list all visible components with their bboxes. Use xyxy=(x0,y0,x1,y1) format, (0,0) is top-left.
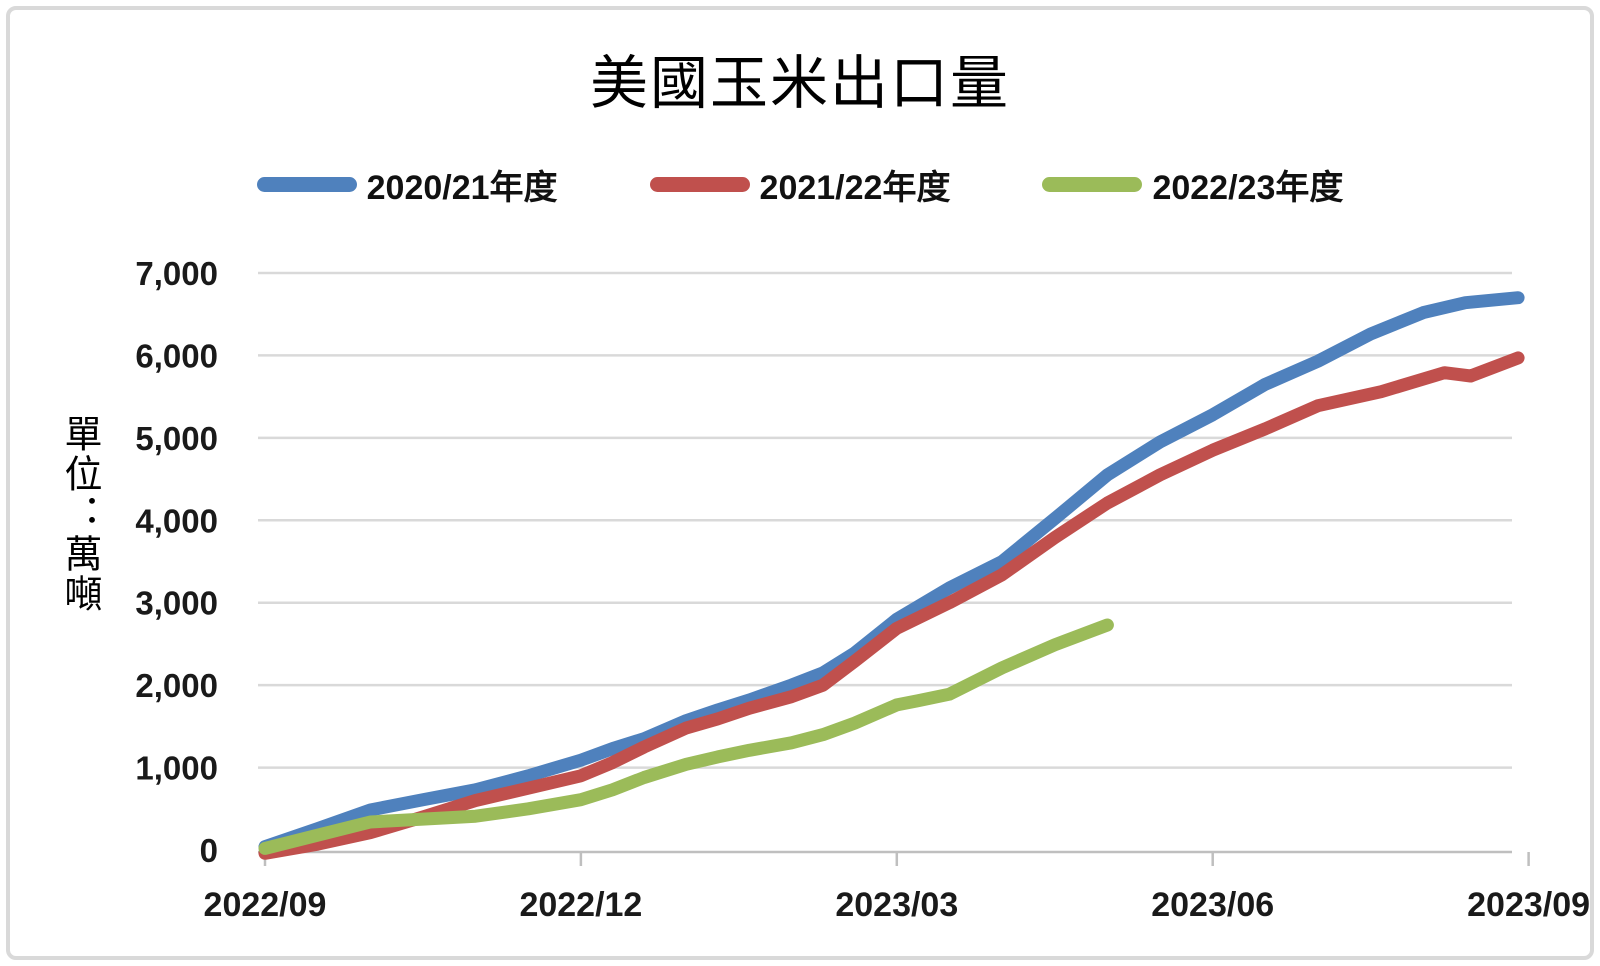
x-tick-label: 2023/06 xyxy=(1151,886,1274,924)
legend-swatch-2022-23-icon xyxy=(1042,177,1143,192)
series-line-2021-22 xyxy=(258,351,1525,860)
legend-label-2020-21: 2020/21年度 xyxy=(366,169,558,207)
y-axis-unit-label: 單位：萬噸 xyxy=(58,414,100,614)
legend-label-2022-23: 2022/23年度 xyxy=(1152,169,1344,207)
legend-label-2021-22: 2021/22年度 xyxy=(759,169,951,207)
y-tick-label: 5,000 xyxy=(135,420,218,457)
legend-swatch-2021-22-icon xyxy=(649,177,750,192)
y-tick-label: 0 xyxy=(200,832,218,869)
legend-item-2022-23: 2022/23年度 xyxy=(1042,160,1343,209)
x-tick-label: 2023/09 xyxy=(1467,886,1590,924)
legend-swatch-2020-21-icon xyxy=(256,177,357,192)
y-tick-label: 2,000 xyxy=(135,667,218,704)
legend-item-2020-21: 2020/21年度 xyxy=(256,160,558,209)
series-line-2022-23 xyxy=(258,618,1114,855)
x-tick-label: 2023/03 xyxy=(835,886,958,924)
chart-title: 美國玉米出口量 xyxy=(589,51,1010,116)
legend-item-2021-22: 2021/22年度 xyxy=(649,160,951,209)
series-line-2020-21 xyxy=(258,291,1525,854)
x-tick-label: 2022/09 xyxy=(204,886,327,924)
y-tick-label: 3,000 xyxy=(135,585,218,622)
legend: 2020/21年度 2021/22年度 2022/23年度 xyxy=(0,160,1600,209)
y-tick-label: 7,000 xyxy=(135,255,218,292)
y-tick-label: 4,000 xyxy=(135,502,218,539)
y-tick-label: 6,000 xyxy=(135,337,218,374)
x-tick-label: 2022/12 xyxy=(519,886,642,924)
y-tick-label: 1,000 xyxy=(135,750,218,787)
